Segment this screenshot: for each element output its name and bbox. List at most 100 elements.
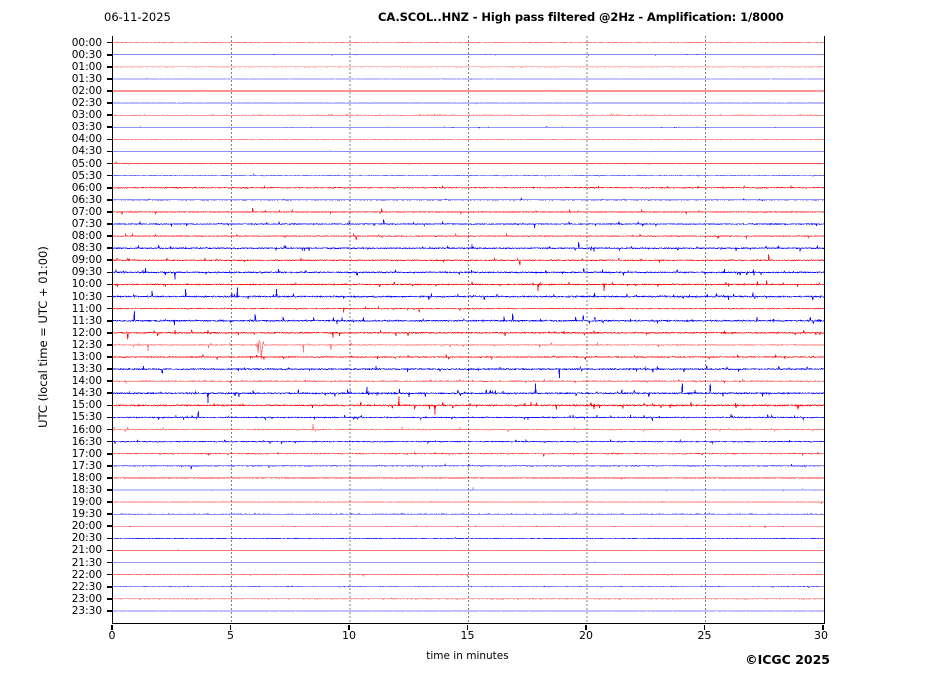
trace-row: [113, 207, 824, 215]
y-tick-label: 21:00: [71, 544, 102, 557]
trace-row: [113, 548, 824, 552]
trace-row: [113, 476, 824, 480]
y-tick-label: 13:30: [71, 362, 102, 375]
seismogram-trace: [113, 125, 824, 129]
seismogram-trace: [113, 438, 824, 446]
y-tick-label: 11:30: [71, 314, 102, 327]
x-tick-label: 0: [108, 629, 116, 642]
seismogram-trace: [113, 173, 824, 178]
trace-row: [113, 353, 824, 361]
trace-row: [113, 537, 824, 540]
trace-row: [113, 102, 824, 105]
seismogram-trace: [113, 378, 824, 385]
y-tick-label: 12:00: [71, 326, 102, 339]
x-tick-mark: [466, 624, 469, 630]
seismogram-trace: [113, 138, 824, 141]
trace-row: [113, 451, 824, 457]
y-axis-tick-labels: 00:00 00:30 01:00 01:30 02:00 02:30 03:00 03:30…: [0, 0, 102, 696]
seismogram-trace: [113, 207, 824, 215]
seismogram-trace: [113, 254, 824, 266]
trace-row: [113, 378, 824, 385]
seismogram-trace: [113, 65, 824, 69]
trace-row: [113, 438, 824, 446]
y-tick-label: 15:30: [71, 411, 102, 424]
y-tick-label: 03:30: [71, 121, 102, 134]
seismogram-trace: [113, 476, 824, 480]
y-tick-label: 20:30: [71, 532, 102, 545]
trace-row: [113, 597, 824, 601]
trace-row: [113, 65, 824, 69]
trace-row: [113, 160, 824, 166]
x-tick-label: 10: [342, 629, 356, 642]
y-tick-label: 22:30: [71, 580, 102, 593]
y-tick-label: 08:00: [71, 229, 102, 242]
x-tick-mark: [585, 624, 587, 630]
seismogram-trace: [113, 219, 824, 228]
y-tick-label: 18:00: [71, 471, 102, 484]
seismogram-trace: [113, 463, 824, 470]
seismogram-trace: [113, 500, 824, 506]
seismogram-trace: [113, 41, 824, 44]
seismogram-trace: [113, 305, 824, 313]
trace-row: [113, 268, 824, 280]
seismogram-trace: [113, 340, 824, 360]
y-tick-label: 06:00: [71, 181, 102, 194]
y-tick-label: 04:00: [71, 133, 102, 146]
seismogram-trace: [113, 525, 824, 529]
x-tick-label: 30: [814, 629, 828, 642]
seismogram-trace: [113, 383, 824, 403]
seismogram-trace: [113, 396, 824, 415]
y-tick-label: 15:00: [71, 399, 102, 412]
plot-date: 06-11-2025: [104, 10, 171, 24]
x-tick-mark: [111, 624, 113, 630]
trace-row: [113, 219, 824, 228]
y-tick-label: 20:00: [71, 520, 102, 533]
x-tick-mark: [822, 624, 824, 630]
y-tick-label: 19:30: [71, 507, 102, 520]
seismogram-trace: [113, 160, 824, 166]
y-tick-label: 17:30: [71, 459, 102, 472]
x-tick-label: 20: [579, 629, 593, 642]
trace-row: [113, 573, 824, 578]
trace-row: [113, 149, 824, 153]
y-tick-label: 07:30: [71, 217, 102, 230]
seismogram-trace: [113, 597, 824, 601]
seismogram-plot-area: [112, 36, 825, 624]
y-tick-label: 00:30: [71, 48, 102, 61]
seismogram-trace: [113, 537, 824, 540]
trace-row: [113, 486, 824, 492]
seismogram-trace: [113, 560, 824, 565]
seismogram-trace: [113, 410, 824, 422]
seismogram-trace: [113, 311, 824, 325]
x-tick-label: 5: [227, 629, 234, 642]
y-tick-label: 01:00: [71, 60, 102, 73]
y-tick-label: 08:30: [71, 241, 102, 254]
y-tick-label: 19:00: [71, 495, 102, 508]
x-tick-mark: [348, 624, 350, 630]
seismogram-trace: [113, 486, 824, 492]
copyright-notice: ©ICGC 2025: [745, 652, 830, 667]
seismogram-trace: [113, 53, 824, 56]
y-tick-label: 02:00: [71, 84, 102, 97]
trace-row: [113, 610, 824, 612]
trace-row: [113, 525, 824, 529]
trace-row: [113, 560, 824, 565]
seismogram-trace: [113, 280, 824, 292]
trace-row: [113, 76, 824, 81]
seismogram-trace: [113, 365, 824, 379]
seismogram-trace: [113, 113, 824, 117]
trace-row: [113, 41, 824, 44]
trace-row: [113, 396, 824, 415]
y-tick-label: 16:00: [71, 423, 102, 436]
trace-row: [113, 500, 824, 506]
trace-row: [113, 241, 824, 252]
x-tick-label: 15: [460, 629, 475, 642]
y-tick-label: 02:30: [71, 96, 102, 109]
y-tick-label: 00:00: [71, 36, 102, 49]
seismogram-trace: [113, 423, 824, 433]
y-tick-label: 06:30: [71, 193, 102, 206]
trace-row: [113, 329, 824, 340]
seismogram-trace: [113, 451, 824, 457]
trace-row: [113, 138, 824, 141]
